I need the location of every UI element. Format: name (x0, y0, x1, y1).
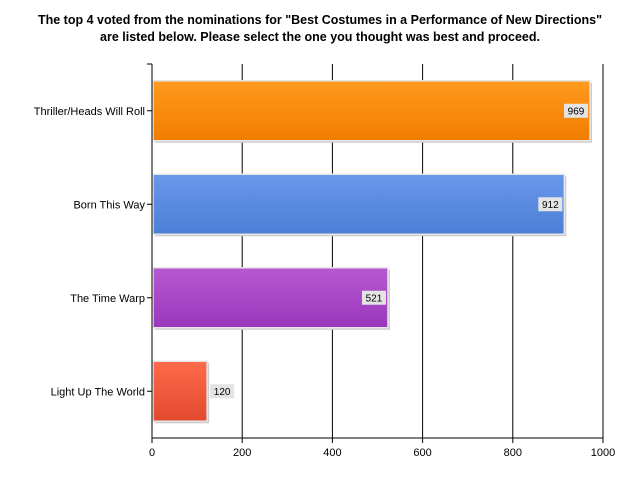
bar (152, 360, 208, 422)
bar (152, 267, 389, 329)
data-label: 969 (568, 106, 585, 117)
chart-title: The top 4 voted from the nominations for… (0, 12, 640, 46)
data-label-bg (210, 384, 235, 399)
x-tick-label: 800 (504, 447, 522, 459)
axes (147, 63, 604, 443)
category-label: The Time Warp (70, 293, 145, 305)
bar (152, 173, 566, 235)
bar (152, 80, 591, 142)
category-label: Thriller/Heads Will Roll (34, 106, 145, 118)
x-tick-label: 400 (323, 447, 341, 459)
category-label: Light Up The World (51, 386, 145, 398)
bars (152, 80, 593, 424)
data-label-bg (564, 103, 589, 118)
data-labels: 969 912 521 120 (210, 103, 589, 399)
x-tick-labels: 0 200 400 600 800 1000 (149, 447, 615, 459)
data-label: 120 (214, 387, 231, 398)
x-tick-label: 600 (413, 447, 431, 459)
x-tick-label: 0 (149, 447, 155, 459)
data-label-bg (538, 197, 563, 212)
data-label: 521 (366, 293, 383, 304)
data-label: 912 (542, 200, 559, 211)
data-label-bg (361, 290, 386, 305)
category-labels: Thriller/Heads Will Roll Born This Way The… (34, 106, 146, 399)
chart-title-line-2: are listed below. Please select the one … (100, 30, 540, 44)
x-tick-label: 200 (233, 447, 251, 459)
x-tick-label: 1000 (591, 447, 615, 459)
chart-title-line-1: The top 4 voted from the nominations for… (37, 13, 603, 27)
category-label: Born This Way (73, 199, 145, 211)
